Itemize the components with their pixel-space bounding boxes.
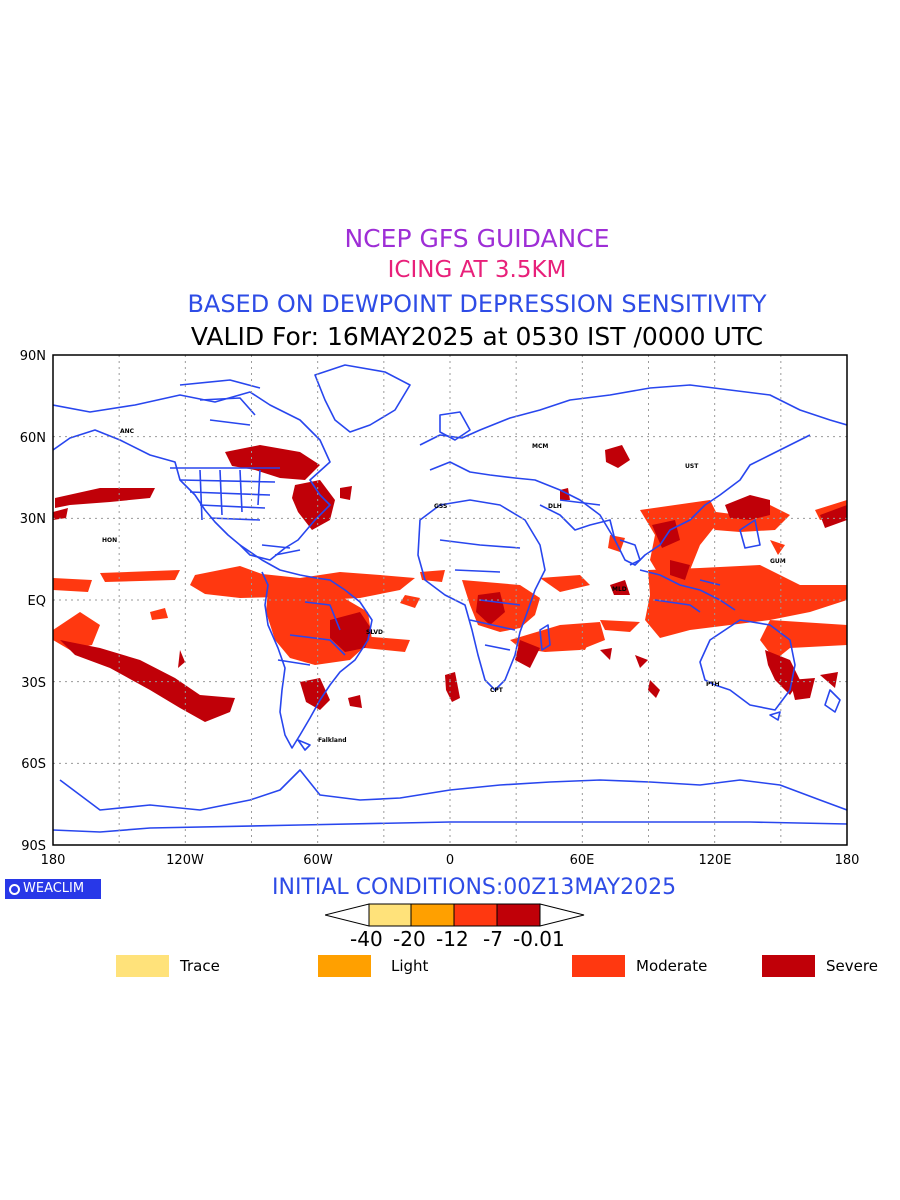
lat-label: 30S	[21, 676, 46, 691]
colorbar-moderate	[453, 903, 498, 927]
severe-icing-areas	[53, 445, 847, 722]
map-frame	[52, 354, 848, 846]
colorbar-tick: -7	[483, 927, 503, 951]
colorbar-tick: -20	[393, 927, 426, 951]
station-label: MCM	[532, 443, 548, 450]
colorbar-tick: -0.01	[513, 927, 565, 951]
valid-time-title: VALID For: 16MAY2025 at 0530 IST /0000 U…	[190, 322, 764, 351]
title-line-3: BASED ON DEWPOINT DEPRESSION SENSITIVITY	[187, 290, 767, 318]
station-label: PTH	[706, 681, 720, 688]
station-label: GUM	[770, 558, 786, 565]
title-line-2: ICING AT 3.5KM	[387, 257, 567, 283]
colorbar-tick: -40	[350, 927, 383, 951]
station-label: UST	[685, 463, 699, 470]
lat-label: EQ	[28, 594, 46, 609]
world-icing-map: ANC MCM UST HON GUM CPT PTH Falkland MLD…	[20, 349, 860, 868]
lat-label: 60S	[21, 757, 46, 772]
lon-label: 60W	[303, 853, 333, 868]
icing-shading	[53, 445, 847, 722]
legend-label: Moderate	[636, 957, 708, 975]
colorbar-right-arrow	[539, 903, 585, 927]
lat-label: 90N	[20, 349, 46, 364]
lat-label: 30N	[20, 512, 46, 527]
station-label: SLVD	[366, 629, 383, 636]
copyright-circle-icon	[9, 884, 20, 895]
colorbar-tick: -12	[436, 927, 469, 951]
lon-label: 60E	[570, 853, 595, 868]
legend-swatch-moderate	[572, 955, 625, 977]
station-label: GSS	[434, 503, 447, 510]
lon-label: 0	[446, 853, 454, 868]
moderate-icing-areas	[53, 500, 847, 665]
legend-label: Light	[391, 957, 429, 975]
weaclim-badge[interactable]: WEACLIM	[5, 879, 101, 899]
coastlines	[53, 364, 847, 833]
station-label: HON	[102, 537, 117, 544]
lon-label: 120E	[698, 853, 731, 868]
station-label: CPT	[490, 687, 504, 694]
lon-label: 120W	[166, 853, 204, 868]
station-label: MLD	[612, 586, 627, 593]
colorbar-severe	[496, 903, 541, 927]
station-label: ANC	[120, 428, 135, 435]
initial-conditions-label: INITIAL CONDITIONS:00Z13MAY2025	[272, 875, 677, 900]
title-line-1: NCEP GFS GUIDANCE	[344, 224, 610, 253]
lat-label: 90S	[21, 839, 46, 854]
badge-label: WEACLIM	[23, 881, 85, 896]
station-labels: ANC MCM UST HON GUM CPT PTH Falkland MLD…	[102, 428, 786, 744]
colorbar-light	[410, 903, 455, 927]
graticule	[53, 355, 847, 845]
colorbar-left-arrow	[325, 903, 370, 927]
lon-axis-labels: 180 120W 60W 0 60E 120E 180	[41, 853, 860, 868]
lon-label: 180	[835, 853, 860, 868]
legend-label: Trace	[180, 957, 220, 975]
lat-axis-labels: 90N 60N 30N EQ 30S 60S 90S	[20, 349, 46, 854]
station-label: Falkland	[318, 737, 347, 744]
legend-swatch-severe	[762, 955, 815, 977]
lat-label: 60N	[20, 431, 46, 446]
legend-label: Severe	[826, 957, 878, 975]
legend-swatch-light	[318, 955, 371, 977]
lon-label: 180	[41, 853, 66, 868]
colorbar-trace	[368, 903, 412, 927]
legend-swatch-trace	[116, 955, 169, 977]
colorbar	[325, 903, 585, 927]
station-label: DLH	[548, 503, 562, 510]
